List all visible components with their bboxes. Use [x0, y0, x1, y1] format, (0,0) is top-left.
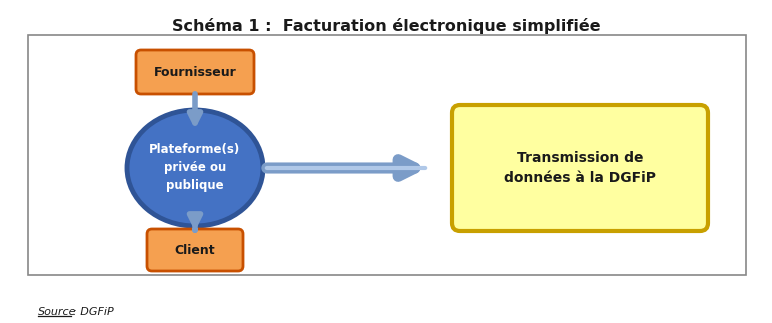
Text: Client: Client — [174, 244, 215, 256]
Ellipse shape — [127, 110, 263, 226]
FancyBboxPatch shape — [28, 35, 746, 275]
Text: Schéma 1 :  Facturation électronique simplifiée: Schéma 1 : Facturation électronique simp… — [171, 18, 601, 34]
Text: Source: Source — [38, 307, 76, 317]
FancyBboxPatch shape — [136, 50, 254, 94]
FancyBboxPatch shape — [452, 105, 708, 231]
FancyBboxPatch shape — [147, 229, 243, 271]
Text: Transmission de
données à la DGFiP: Transmission de données à la DGFiP — [504, 151, 656, 185]
Text: : DGFiP: : DGFiP — [73, 307, 113, 317]
Text: Plateforme(s)
privée ou
publique: Plateforme(s) privée ou publique — [149, 143, 241, 193]
Text: Fournisseur: Fournisseur — [154, 66, 236, 78]
